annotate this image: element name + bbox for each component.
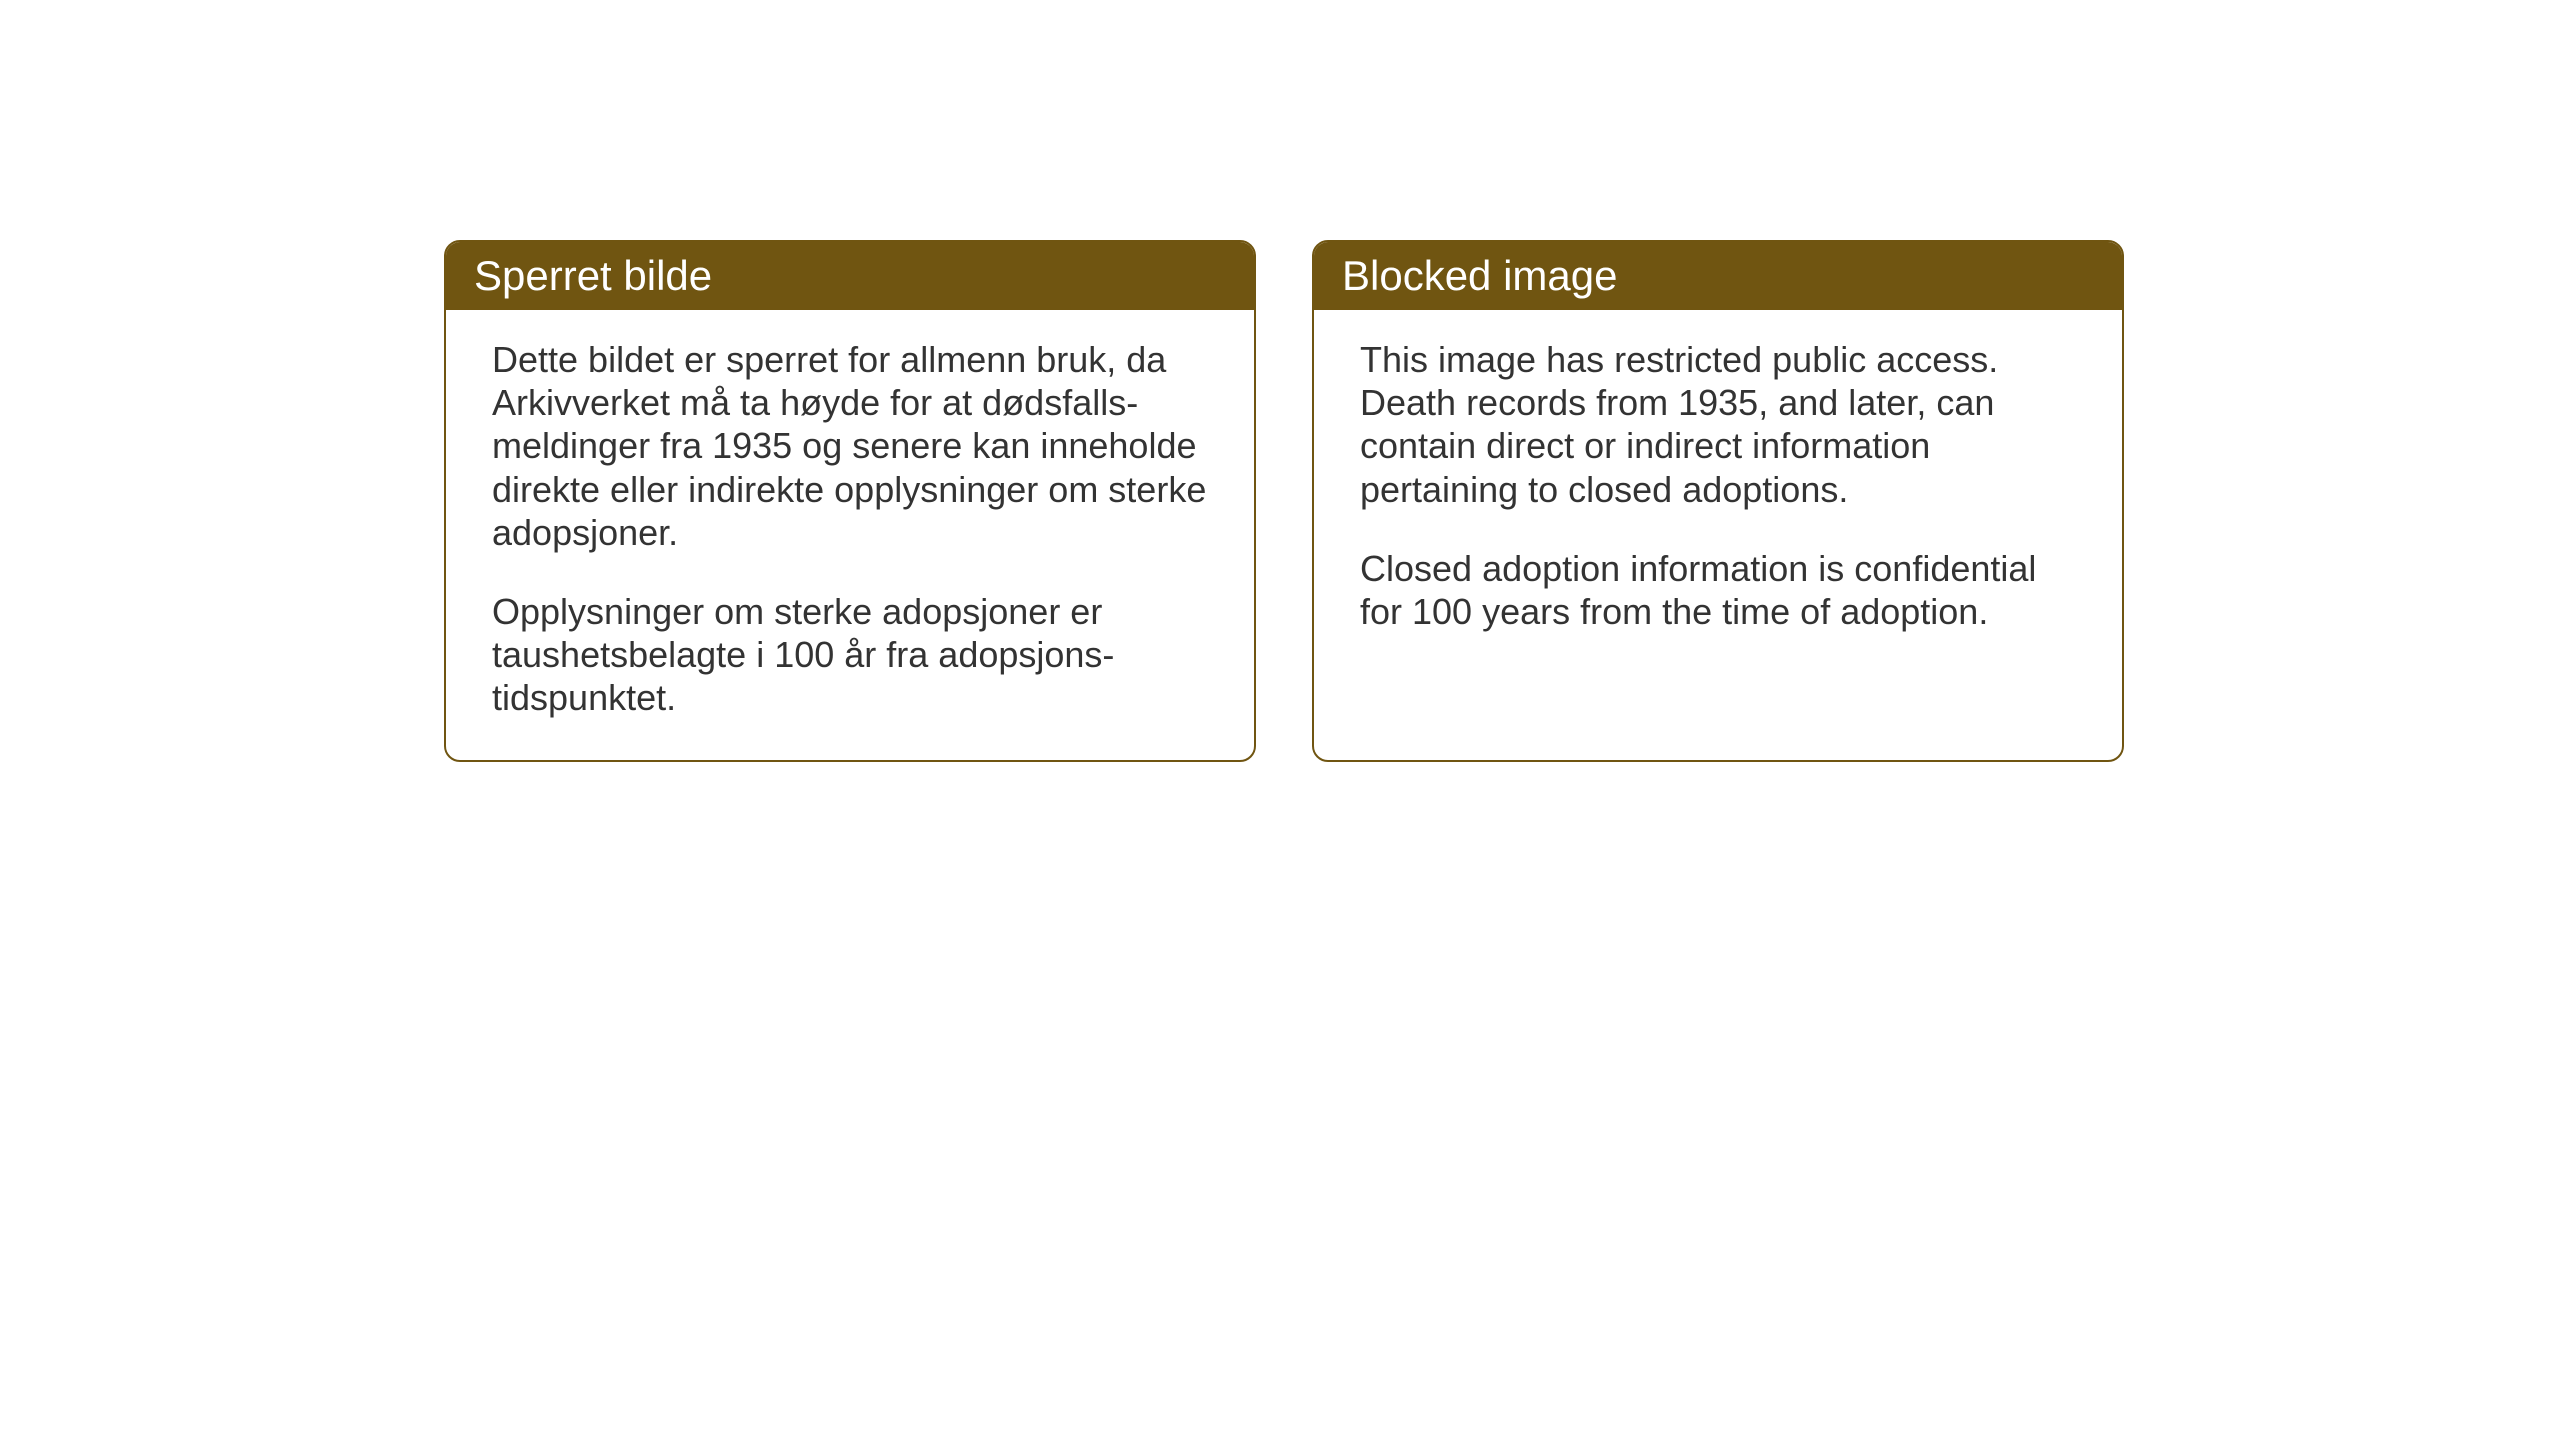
card-title-norwegian: Sperret bilde xyxy=(474,252,712,299)
card-header-english: Blocked image xyxy=(1314,242,2122,310)
card-paragraph1-english: This image has restricted public access.… xyxy=(1360,338,2076,511)
card-norwegian: Sperret bilde Dette bildet er sperret fo… xyxy=(444,240,1256,762)
card-body-norwegian: Dette bildet er sperret for allmenn bruk… xyxy=(446,310,1254,760)
card-paragraph2-norwegian: Opplysninger om sterke adopsjoner er tau… xyxy=(492,590,1208,720)
card-header-norwegian: Sperret bilde xyxy=(446,242,1254,310)
card-paragraph2-english: Closed adoption information is confident… xyxy=(1360,547,2076,633)
card-paragraph1-norwegian: Dette bildet er sperret for allmenn bruk… xyxy=(492,338,1208,554)
cards-container: Sperret bilde Dette bildet er sperret fo… xyxy=(444,240,2124,762)
card-english: Blocked image This image has restricted … xyxy=(1312,240,2124,762)
card-body-english: This image has restricted public access.… xyxy=(1314,310,2122,673)
card-title-english: Blocked image xyxy=(1342,252,1617,299)
